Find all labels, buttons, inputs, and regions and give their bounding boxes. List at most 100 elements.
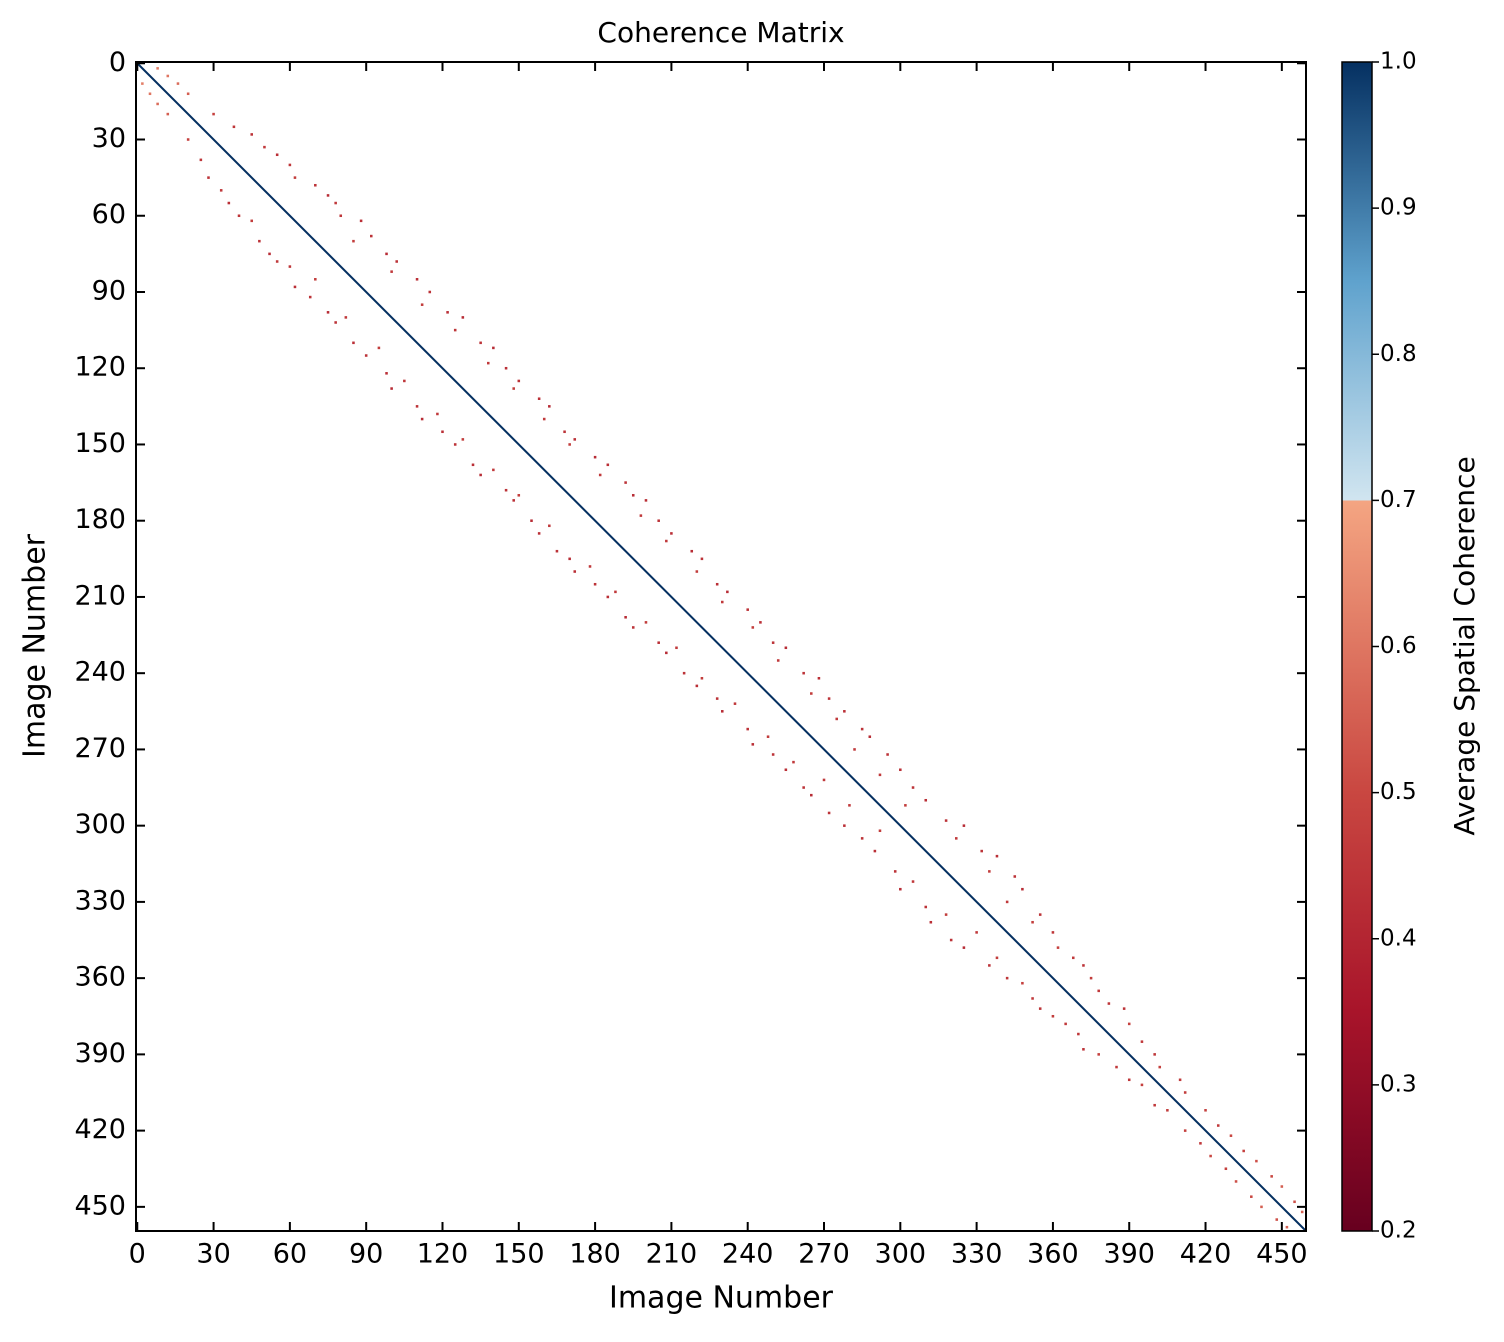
cell (751, 626, 755, 629)
colorbar-label: Average Spatial Coherence (1448, 456, 1481, 835)
cell (308, 295, 312, 299)
cell (1031, 920, 1034, 924)
cell (593, 582, 597, 586)
cell (415, 405, 419, 408)
cell (1209, 1154, 1212, 1158)
colorbar-tick-label: 0.7 (1380, 487, 1417, 513)
cell (1056, 946, 1060, 949)
cell (258, 239, 261, 243)
cell (479, 341, 482, 345)
cell (542, 417, 546, 421)
x-tick-label: 30 (196, 1239, 230, 1270)
cell (166, 112, 170, 116)
cell (588, 565, 592, 568)
cell (415, 278, 419, 281)
cell (810, 692, 813, 695)
cell (436, 412, 439, 416)
cell (141, 82, 144, 85)
cell (606, 463, 610, 467)
y-tick-label: 420 (74, 1114, 126, 1145)
cell (1051, 1014, 1055, 1018)
cell (352, 341, 355, 345)
cell (639, 514, 643, 517)
cell (446, 311, 449, 314)
cell (792, 760, 795, 764)
cell (293, 285, 297, 289)
cell (1122, 1007, 1126, 1010)
cell (537, 532, 541, 535)
cell (148, 92, 152, 96)
x-tick-label: 210 (646, 1239, 698, 1270)
cell (420, 303, 424, 306)
cell (288, 265, 292, 268)
cell (695, 684, 699, 688)
cell (733, 702, 737, 705)
cell (1260, 1205, 1263, 1209)
cell (848, 804, 851, 807)
y-tick-label: 270 (74, 733, 126, 764)
cell (453, 328, 457, 332)
cell (250, 133, 253, 136)
cell (682, 671, 686, 675)
cell (461, 316, 465, 319)
cell (944, 819, 948, 822)
cell (359, 219, 363, 223)
x-tick-label: 180 (569, 1239, 621, 1270)
cell (1178, 1078, 1182, 1082)
cell (479, 473, 482, 477)
cell (1082, 1048, 1085, 1051)
cell (944, 913, 948, 916)
cell (878, 773, 882, 777)
cell (1216, 1124, 1220, 1127)
cell (784, 646, 788, 650)
cell (1127, 1078, 1131, 1082)
cell (721, 710, 724, 713)
x-tick-label: 300 (875, 1239, 927, 1270)
cell (334, 201, 337, 205)
cell (614, 590, 617, 594)
cell (377, 346, 381, 350)
cell (726, 590, 729, 594)
plot-frame (135, 61, 1307, 1232)
cell (334, 321, 337, 324)
cell (492, 346, 495, 350)
cell (1242, 1149, 1245, 1153)
cell (166, 74, 170, 78)
cell (715, 582, 719, 586)
cell (537, 397, 541, 400)
y-tick-label: 0 (109, 47, 126, 78)
cell (339, 214, 343, 218)
cell (721, 600, 724, 604)
cell (843, 824, 846, 827)
cell (644, 499, 648, 502)
cell (250, 219, 253, 223)
cell (176, 82, 180, 85)
cell (802, 786, 805, 789)
colorbar-tick-label: 0.2 (1380, 1218, 1417, 1244)
cell (827, 811, 831, 815)
cell (593, 455, 597, 459)
cell (776, 659, 780, 662)
cell (1183, 1091, 1187, 1094)
cell (924, 905, 928, 909)
cell (995, 956, 999, 960)
cell (385, 252, 388, 256)
x-tick-label: 450 (1256, 1239, 1308, 1270)
cell (1127, 1022, 1131, 1026)
cell (517, 379, 521, 383)
x-tick-label: 60 (273, 1239, 307, 1270)
cell (657, 519, 660, 522)
cell (314, 183, 317, 187)
cell (1013, 875, 1017, 878)
cell (1021, 981, 1024, 985)
cell (207, 176, 210, 179)
y-tick-label: 330 (74, 885, 126, 916)
x-tick-label: 420 (1180, 1239, 1232, 1270)
cell (751, 743, 755, 746)
cell (878, 829, 882, 833)
cell (962, 946, 966, 949)
x-tick-label: 240 (722, 1239, 774, 1270)
cell (385, 372, 388, 375)
cell (868, 735, 872, 738)
